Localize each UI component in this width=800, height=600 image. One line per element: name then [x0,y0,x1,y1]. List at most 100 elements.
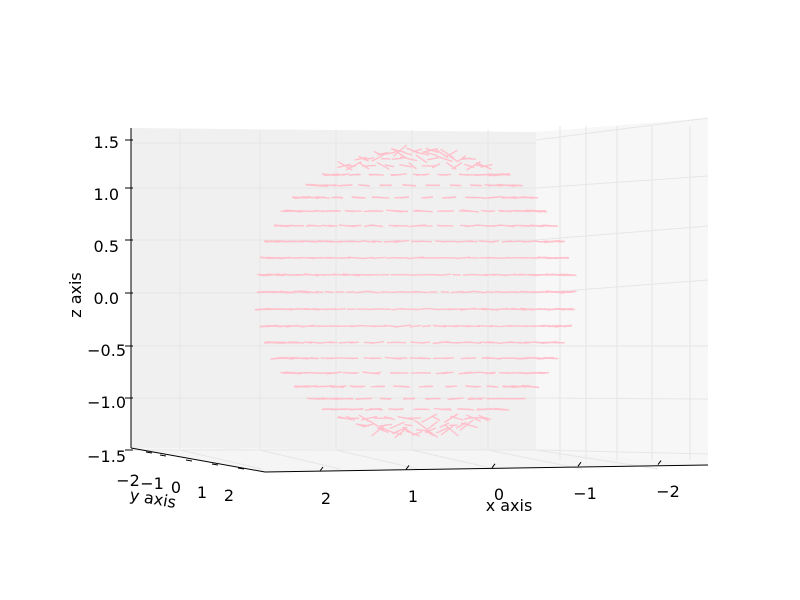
quiver-arrow [432,340,449,345]
quiver-arrow [315,291,324,293]
quiver-arrow [360,240,376,243]
quiver-arrow [362,164,377,167]
quiver-arrow [407,256,424,260]
quiver-arrow [416,429,429,432]
quiver-arrow [460,422,478,429]
quiver-arrow [400,156,418,162]
quiver-arrow [396,341,407,344]
grid-line [535,279,709,294]
quiver-arrow [380,151,396,156]
quiver-arrow [500,341,513,344]
quiver-arrow [363,357,376,360]
grid-line [259,449,341,470]
z-tick-label: −1.5 [87,447,126,466]
quiver-arrow [338,341,354,344]
quiver-arrow [404,424,413,427]
quiver-arrow [409,324,422,328]
quiver-arrow [419,385,433,388]
z-tick-label: −0.5 [87,341,126,360]
quiver-arrow [478,414,490,422]
back-pane-x [131,128,536,450]
quiver-arrow [393,385,410,388]
z-tick-label: 0.0 [94,289,119,308]
quiver-arrow [380,426,396,435]
quiver-arrow [543,256,558,260]
quiver-arrow [371,256,386,260]
quiver-arrow [490,324,499,328]
quiver-arrow [519,273,536,277]
quiver-arrow [414,419,429,431]
quiver-arrow [405,430,420,437]
quiver-arrow [535,273,550,277]
quiver-arrow [513,385,527,388]
quiver-arrow [305,224,315,227]
quiver-arrow [508,256,520,259]
quiver-arrow [321,408,334,411]
quiver-arrow [342,371,356,375]
quiver-arrow [260,256,271,260]
quiver-arrow [480,163,493,168]
quiver-arrow [394,408,404,411]
quiver-arrow [426,397,439,400]
quiver-arrow [498,224,515,228]
quiver-arrow [394,196,409,199]
quiver-arrow [308,209,319,213]
quiver-arrow [435,371,449,375]
quiver-arrow [427,157,439,161]
quiver-arrow [274,224,283,227]
quiver-arrow [465,385,478,388]
quiver-arrow [379,423,392,427]
quiver-arrow [444,424,459,437]
quiver-arrow [501,256,510,259]
quiver-arrow [317,240,334,243]
z-tick-label: 1.5 [94,133,119,152]
quiver-arrow [439,422,450,429]
quiver-arrow [287,240,299,243]
quiver-arrow [545,240,554,243]
quiver-arrow [355,423,366,428]
quiver-arrow [303,341,312,344]
quiver-arrow [421,341,430,344]
quiver-arrow [466,414,482,423]
y-tick-mark [211,463,219,466]
quiver-arrow [294,290,310,294]
quiver-arrow [358,414,370,423]
quiver-arrow [280,371,297,375]
quiver-arrow [384,324,399,328]
quiver-arrow [304,273,319,277]
z-tick-label: 0.5 [94,237,119,256]
quiver-arrow [476,407,492,411]
quiver-arrow [533,240,544,243]
quiver-arrow [486,385,496,388]
quiver-arrow [440,148,455,159]
quiver-arrow [436,427,449,434]
quiver-arrow [444,413,459,423]
quiver-arrow [512,372,528,374]
quiver-arrow [384,415,395,421]
grid-line [535,175,709,189]
x-tick-mark [319,466,324,472]
quiver-arrow [329,384,345,389]
quiver-arrow [439,273,451,277]
x-tick-label: 0 [494,485,504,504]
y-axis-line [130,447,266,473]
quiver-arrow [371,424,386,437]
z-axis-title: z axis [66,272,85,318]
quiver-arrow [336,397,354,400]
quiver-arrow [529,356,544,360]
quiver-arrow [389,421,405,430]
x-tick-mark [577,461,582,467]
quiver-arrow [459,419,474,431]
quiver-arrow [426,307,439,311]
quiver-arrow [308,341,321,344]
quiver-arrow [368,173,384,176]
y-tick-label: 0 [171,478,181,497]
quiver-arrow [480,209,492,213]
quiver-arrow [393,239,409,243]
quiver-arrow [514,290,525,294]
quiver-arrow [466,161,481,171]
quiver-arrow [425,428,439,438]
quiver-arrow [363,210,379,213]
x-tick-label: −2 [656,482,680,501]
